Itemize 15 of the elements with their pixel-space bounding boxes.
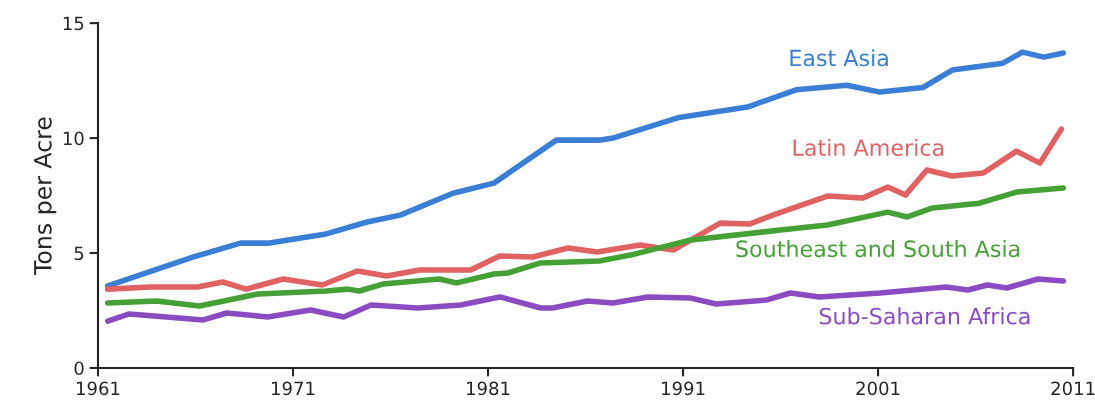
x-tick-label: 2001 [856,381,900,396]
x-tick-label: 1971 [272,381,315,396]
y-tick-label: 15 [63,16,84,31]
y-tick-label: 10 [63,131,84,146]
x-tick-label: 1961 [77,381,120,396]
series-label: Latin America [793,138,944,157]
series-label: East Asia [790,49,888,67]
y-tick-label: 5 [74,246,84,261]
series-label: Sub-Saharan Africa [819,307,1030,325]
y-axis-title: Tons per Acre [34,117,57,276]
x-tick-label: 2011 [1051,381,1095,396]
y-tick-label: 0 [74,361,84,376]
series-label: Southeast and South Asia [736,239,1020,258]
x-tick-label: 1981 [467,381,510,396]
x-tick-label: 1991 [662,381,705,396]
